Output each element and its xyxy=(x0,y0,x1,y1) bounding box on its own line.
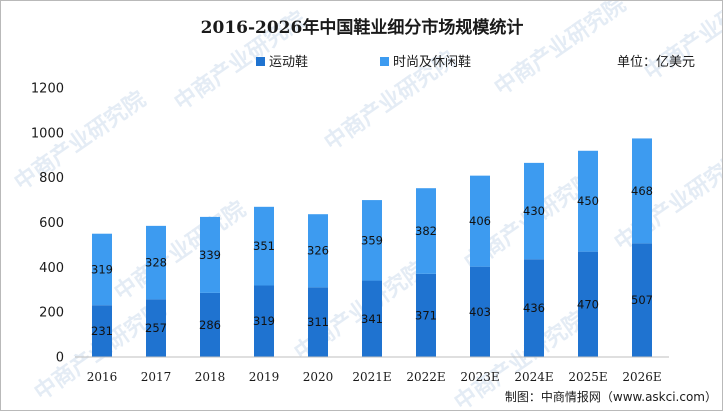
bar-fashion-casual-shoes xyxy=(632,138,652,244)
bar-fashion-casual-shoes xyxy=(362,200,382,281)
bar-sports-shoes xyxy=(362,280,382,357)
data-label-sports-shoes: 319 xyxy=(253,314,275,328)
bar-fashion-casual-shoes xyxy=(200,216,220,293)
bar-fashion-casual-shoes xyxy=(578,150,598,252)
x-tick-label: 2018 xyxy=(195,370,226,384)
x-tick-label: 2025E xyxy=(568,370,607,384)
data-label-sports-shoes: 470 xyxy=(577,297,599,311)
bar-fashion-casual-shoes xyxy=(146,225,166,300)
y-tick-label: 800 xyxy=(39,171,64,186)
data-label-sports-shoes: 507 xyxy=(631,293,653,307)
data-label-sports-shoes: 371 xyxy=(415,308,437,322)
data-label-fashion-casual-shoes: 328 xyxy=(145,256,167,270)
x-tick-label: 2026E xyxy=(622,370,661,384)
y-axis: 0 200 400 600 800 1000 1200 xyxy=(31,82,64,366)
bar-sports-shoes xyxy=(254,285,274,357)
data-label-sports-shoes: 231 xyxy=(91,324,113,338)
legend-label-sports-shoes: 运动鞋 xyxy=(269,54,308,70)
x-tick-label: 2016 xyxy=(87,370,118,384)
x-tick-label: 2017 xyxy=(141,370,172,384)
bars: 231 319 257 328 286 339 319 351 311 326 341 359 371 3… xyxy=(91,138,653,357)
bar-fashion-casual-shoes xyxy=(254,206,274,286)
y-tick-label: 600 xyxy=(39,216,64,231)
data-label-fashion-casual-shoes: 359 xyxy=(361,233,383,247)
bar-sports-shoes xyxy=(200,292,220,357)
y-tick-label: 200 xyxy=(39,306,64,321)
data-label-fashion-casual-shoes: 430 xyxy=(523,204,545,218)
bar-sports-shoes xyxy=(632,243,652,357)
y-tick-label: 0 xyxy=(56,351,64,366)
x-tick-label: 2023E xyxy=(460,370,499,384)
data-label-fashion-casual-shoes: 351 xyxy=(253,239,275,253)
bar-sports-shoes xyxy=(308,287,328,357)
x-tick-label: 2022E xyxy=(406,370,445,384)
bar-sports-shoes xyxy=(146,299,166,357)
data-label-sports-shoes: 341 xyxy=(361,312,383,326)
bar-fashion-casual-shoes xyxy=(308,214,328,288)
data-label-fashion-casual-shoes: 339 xyxy=(199,248,221,262)
bar-fashion-casual-shoes xyxy=(92,233,112,306)
legend-label-fashion-casual-shoes: 时尚及休闲鞋 xyxy=(393,54,471,70)
data-label-fashion-casual-shoes: 468 xyxy=(631,184,653,198)
bar-fashion-casual-shoes xyxy=(524,162,544,260)
watermark-text: 中商产业研究院 xyxy=(490,1,631,101)
bar-sports-shoes xyxy=(416,273,436,357)
bar-sports-shoes xyxy=(470,266,490,357)
source-note: 制图：中商情报网（www.askci.com） xyxy=(505,389,717,404)
chart-title: 2016-2026年中国鞋业细分市场规模统计 xyxy=(201,17,524,38)
watermark-text: 中商产业研究院 xyxy=(640,1,722,86)
bar-sports-shoes xyxy=(578,251,598,357)
data-label-fashion-casual-shoes: 326 xyxy=(307,244,329,258)
x-tick-label: 2020 xyxy=(303,370,334,384)
data-label-fashion-casual-shoes: 450 xyxy=(577,194,599,208)
x-tick-label: 2019 xyxy=(249,370,280,384)
data-label-fashion-casual-shoes: 319 xyxy=(91,262,113,276)
data-label-sports-shoes: 403 xyxy=(469,305,491,319)
data-label-sports-shoes: 311 xyxy=(307,315,329,329)
x-tick-label: 2024E xyxy=(514,370,553,384)
watermark-text: 中商产业研究院 xyxy=(110,196,251,306)
x-tick-label: 2021E xyxy=(352,370,391,384)
legend-swatch-sports-shoes xyxy=(256,57,265,66)
data-label-sports-shoes: 286 xyxy=(199,318,221,332)
bar-fashion-casual-shoes xyxy=(470,175,490,267)
x-axis: 2016 2017 2018 2019 2020 2021E 2022E 2023E 2024E… xyxy=(87,370,662,384)
legend: 运动鞋 时尚及休闲鞋 xyxy=(256,54,471,70)
bar-sports-shoes xyxy=(524,259,544,357)
bar-sports-shoes xyxy=(92,305,112,357)
bar-fashion-casual-shoes xyxy=(416,188,436,274)
data-label-sports-shoes: 257 xyxy=(145,321,167,335)
data-label-fashion-casual-shoes: 406 xyxy=(469,214,491,228)
y-tick-label: 1200 xyxy=(31,82,64,97)
legend-swatch-fashion-casual-shoes xyxy=(380,57,389,66)
watermark-text: 中商产业研究院 xyxy=(610,146,722,256)
y-tick-label: 400 xyxy=(39,261,64,276)
unit-label: 单位：亿美元 xyxy=(617,55,695,70)
y-tick-label: 1000 xyxy=(31,126,64,141)
data-label-fashion-casual-shoes: 382 xyxy=(415,224,437,238)
data-label-sports-shoes: 436 xyxy=(523,301,545,315)
